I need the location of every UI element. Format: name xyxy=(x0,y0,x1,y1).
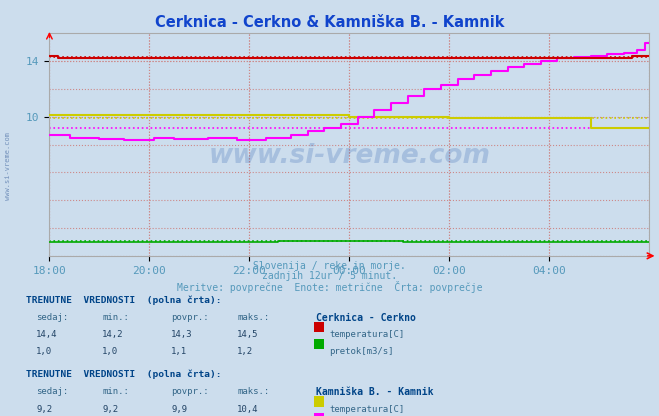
Text: povpr.:: povpr.: xyxy=(171,387,209,396)
Text: temperatura[C]: temperatura[C] xyxy=(330,330,405,339)
Text: zadnjih 12ur / 5 minut.: zadnjih 12ur / 5 minut. xyxy=(262,271,397,281)
Text: sedaj:: sedaj: xyxy=(36,387,69,396)
Text: TRENUTNE  VREDNOSTI  (polna črta):: TRENUTNE VREDNOSTI (polna črta): xyxy=(26,295,222,305)
Text: TRENUTNE  VREDNOSTI  (polna črta):: TRENUTNE VREDNOSTI (polna črta): xyxy=(26,370,222,379)
Text: min.:: min.: xyxy=(102,313,129,322)
Text: 14,4: 14,4 xyxy=(36,330,58,339)
Text: Kamniška B. - Kamnik: Kamniška B. - Kamnik xyxy=(316,387,434,397)
Text: temperatura[C]: temperatura[C] xyxy=(330,405,405,414)
Text: 14,2: 14,2 xyxy=(102,330,124,339)
Text: www.si-vreme.com: www.si-vreme.com xyxy=(208,143,490,169)
Text: 1,2: 1,2 xyxy=(237,347,253,356)
Text: min.:: min.: xyxy=(102,387,129,396)
Text: 14,3: 14,3 xyxy=(171,330,193,339)
Text: 9,2: 9,2 xyxy=(102,405,118,414)
Text: pretok[m3/s]: pretok[m3/s] xyxy=(330,347,394,356)
Text: www.si-vreme.com: www.si-vreme.com xyxy=(5,132,11,201)
Text: Cerknica - Cerkno & Kamniška B. - Kamnik: Cerknica - Cerkno & Kamniška B. - Kamnik xyxy=(155,15,504,30)
Text: 1,0: 1,0 xyxy=(36,347,52,356)
Text: 9,2: 9,2 xyxy=(36,405,52,414)
Text: 14,5: 14,5 xyxy=(237,330,259,339)
Text: povpr.:: povpr.: xyxy=(171,313,209,322)
Text: Slovenija / reke in morje.: Slovenija / reke in morje. xyxy=(253,261,406,271)
Text: maks.:: maks.: xyxy=(237,313,270,322)
Text: maks.:: maks.: xyxy=(237,387,270,396)
Text: 9,9: 9,9 xyxy=(171,405,187,414)
Text: sedaj:: sedaj: xyxy=(36,313,69,322)
Text: 1,0: 1,0 xyxy=(102,347,118,356)
Text: 10,4: 10,4 xyxy=(237,405,259,414)
Text: Cerknica - Cerkno: Cerknica - Cerkno xyxy=(316,313,416,323)
Text: Meritve: povprečne  Enote: metrične  Črta: povprečje: Meritve: povprečne Enote: metrične Črta:… xyxy=(177,281,482,293)
Text: 1,1: 1,1 xyxy=(171,347,187,356)
